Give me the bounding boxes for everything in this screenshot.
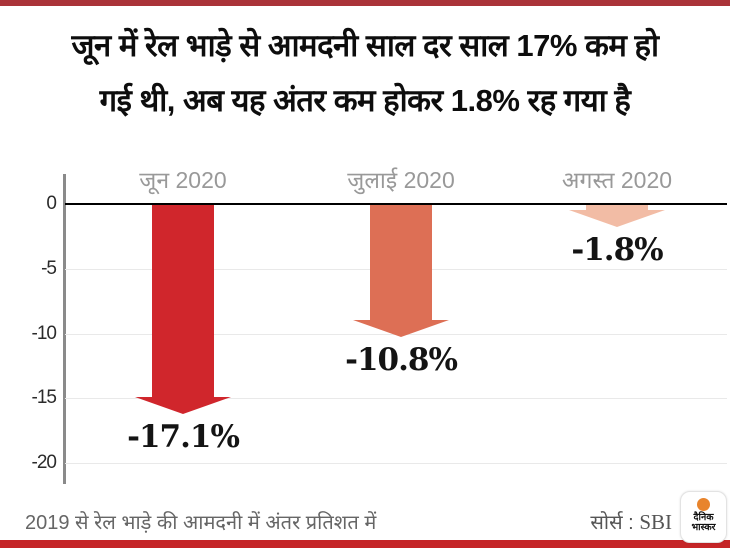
logo-sun-icon <box>697 498 710 511</box>
column-header: अगस्त 2020 <box>561 167 673 193</box>
logo-text-line-2: भास्कर <box>691 522 716 533</box>
chart-footnote: 2019 से रेल भाड़े की आमदनी में अंतर प्रत… <box>25 512 377 534</box>
gridline <box>65 463 727 464</box>
value-label: -1.8% <box>571 232 663 268</box>
value-label: -17.1% <box>127 419 240 455</box>
bottom-accent-bar <box>0 540 730 548</box>
y-tick-label: -10 <box>31 322 57 344</box>
y-tick-label: -5 <box>41 257 57 279</box>
down-arrow-icon <box>353 205 449 342</box>
headline-line-1: जून में रेल भाड़े से आमदनी साल दर साल 17… <box>71 28 660 63</box>
logo-text-line-1: दैनिक <box>693 512 714 523</box>
gridline <box>65 398 727 400</box>
down-arrow-icon <box>569 205 665 232</box>
source-name: SBI <box>639 510 672 534</box>
source-credit: सोर्स : SBI <box>590 508 672 535</box>
down-arrow-icon <box>135 205 231 419</box>
y-tick-label: 0 <box>46 193 57 214</box>
value-label: -10.8% <box>345 342 458 378</box>
headline: जून में रेल भाड़े से आमदनी साल दर साल 17… <box>0 18 730 128</box>
headline-line-2: गई थी, अब यह अंतर कम होकर 1.8% रह गया है <box>99 83 631 118</box>
source-prefix: सोर्स : <box>590 512 634 534</box>
top-accent-bar <box>0 0 730 6</box>
column-header: जुलाई 2020 <box>347 167 455 193</box>
dainik-bhaskar-logo: दैनिक भास्कर <box>680 491 727 543</box>
column-header: जून 2020 <box>139 167 227 193</box>
zero-baseline <box>65 203 727 205</box>
y-tick-label: -15 <box>31 387 57 409</box>
y-tick-label: -20 <box>31 452 57 473</box>
y-axis-line <box>63 174 66 484</box>
